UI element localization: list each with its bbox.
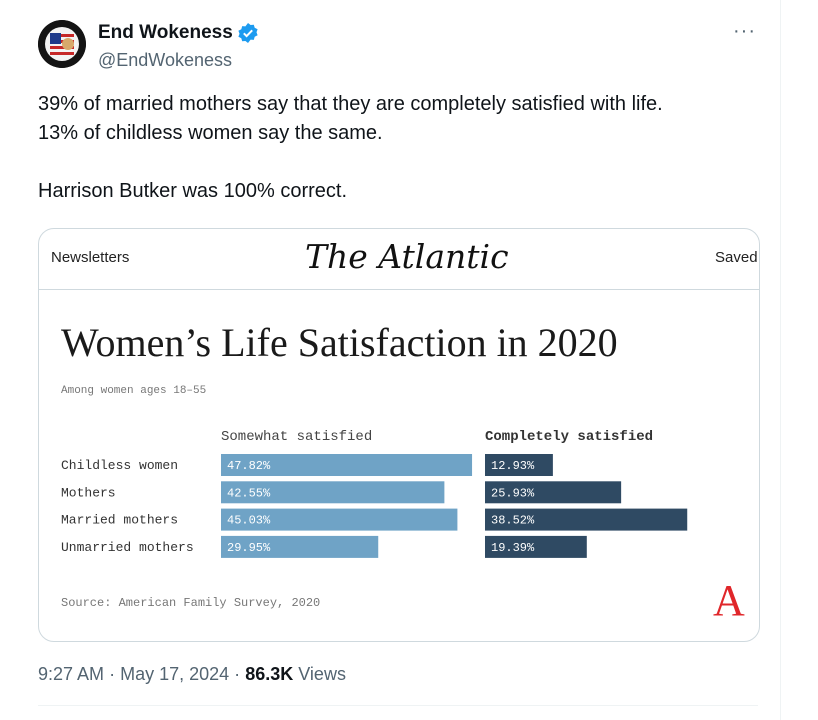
bar-value-label: 29.95% bbox=[227, 541, 271, 555]
series-header-completely: Completely satisfied bbox=[485, 429, 654, 445]
verified-badge-icon bbox=[238, 23, 258, 43]
bar-completely bbox=[485, 481, 622, 504]
avatar-logo-icon bbox=[38, 20, 86, 68]
meta-separator: · bbox=[109, 664, 116, 684]
newsletters-link[interactable]: Newsletters bbox=[51, 249, 130, 266]
author-row: End Wokeness bbox=[98, 22, 259, 44]
tweet-date[interactable]: May 17, 2024 bbox=[120, 664, 230, 684]
category-label: Unmarried mothers bbox=[61, 540, 194, 555]
tweet-text: 39% of married mothers say that they are… bbox=[38, 90, 768, 206]
category-label: Married mothers bbox=[61, 513, 178, 528]
bar-somewhat bbox=[221, 508, 458, 531]
bar-completely bbox=[485, 535, 587, 558]
tweet-text-line: 39% of married mothers say that they are… bbox=[38, 93, 663, 115]
category-label: Childless women bbox=[61, 458, 178, 473]
divider bbox=[38, 705, 758, 706]
avatar[interactable] bbox=[38, 20, 86, 68]
bar-somewhat bbox=[221, 481, 445, 504]
author-handle[interactable]: @EndWokeness bbox=[98, 50, 233, 70]
bar-somewhat bbox=[221, 535, 379, 558]
chart-subtitle: Among women ages 18–55 bbox=[61, 385, 207, 397]
atlantic-a-logo: A bbox=[713, 576, 745, 625]
card-header: Newsletters The Atlantic Saved bbox=[39, 229, 759, 290]
chart-title: Women’s Life Satisfaction in 2020 bbox=[61, 320, 618, 365]
tweet-text-line: 13% of childless women say the same. bbox=[38, 122, 383, 144]
bar-value-label: 19.39% bbox=[491, 541, 535, 555]
bar-chart: Childless women 47.82% 12.93% Mothers 42.55%… bbox=[61, 454, 688, 558]
bar-value-label: 45.03% bbox=[227, 514, 271, 528]
bar-completely bbox=[485, 454, 553, 476]
saved-link[interactable]: Saved bbox=[715, 249, 758, 266]
meta-separator: · bbox=[234, 664, 241, 684]
tweet: End Wokeness @EndWokeness ··· 39% of mar… bbox=[38, 0, 781, 720]
chart-source: Source: American Family Survey, 2020 bbox=[61, 596, 321, 610]
bar-value-label: 38.52% bbox=[491, 514, 535, 528]
bar-value-label: 12.93% bbox=[491, 459, 535, 473]
author-name[interactable]: End Wokeness bbox=[98, 22, 233, 43]
bar-value-label: 47.82% bbox=[227, 459, 271, 473]
bar-value-label: 25.93% bbox=[491, 486, 535, 500]
more-options-icon[interactable]: ··· bbox=[733, 20, 756, 42]
views-label: Views bbox=[298, 664, 346, 684]
article-card[interactable]: Newsletters The Atlantic Saved Women’s L… bbox=[38, 228, 760, 642]
tweet-text-line: Harrison Butker was 100% correct. bbox=[38, 180, 348, 202]
bar-somewhat bbox=[221, 454, 473, 476]
bar-completely bbox=[485, 508, 688, 531]
tweet-meta: 9:27 AM · May 17, 2024 · 86.3K Views bbox=[38, 664, 346, 685]
tweet-time[interactable]: 9:27 AM bbox=[38, 664, 105, 684]
views-count: 86.3K bbox=[245, 664, 294, 684]
bar-value-label: 42.55% bbox=[227, 486, 271, 500]
series-header-somewhat: Somewhat satisfied bbox=[221, 429, 373, 445]
atlantic-masthead: The Atlantic bbox=[305, 237, 509, 276]
category-label: Mothers bbox=[61, 485, 116, 500]
